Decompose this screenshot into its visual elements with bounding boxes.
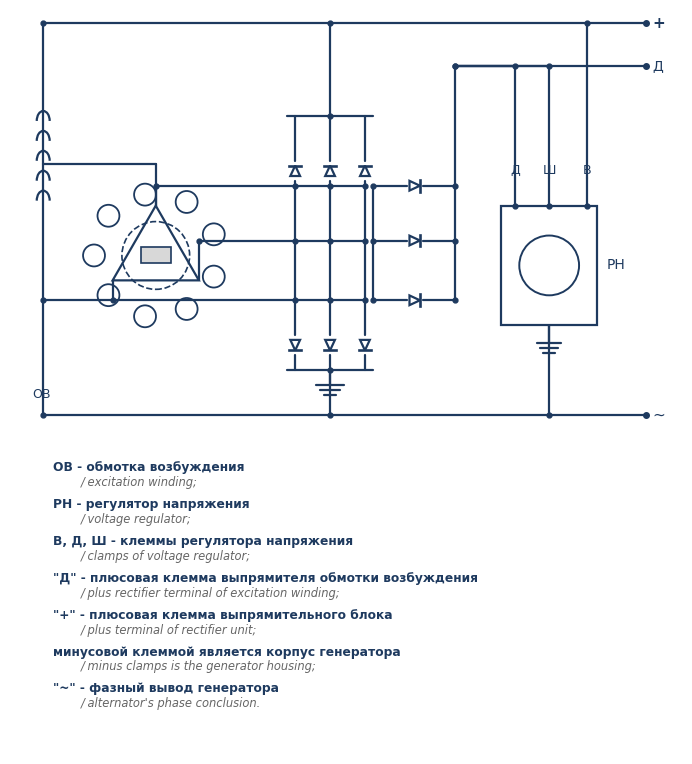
Text: / minus clamps is the generator housing;: / minus clamps is the generator housing; — [81, 660, 317, 673]
Text: ОВ - обмотка возбуждения: ОВ - обмотка возбуждения — [53, 461, 245, 474]
Text: минусовой клеммой является корпус генератора: минусовой клеммой является корпус генера… — [53, 646, 401, 659]
Text: Д: Д — [653, 59, 664, 73]
Text: / voltage regulator;: / voltage regulator; — [81, 513, 192, 526]
Text: РН: РН — [607, 258, 626, 273]
Text: "~" - фазный вывод генератора: "~" - фазный вывод генератора — [53, 682, 279, 695]
Text: / alternator's phase conclusion.: / alternator's phase conclusion. — [81, 698, 262, 711]
Text: / clamps of voltage regulator;: / clamps of voltage regulator; — [81, 550, 251, 563]
Text: ~: ~ — [653, 407, 666, 422]
Text: В, Д, Ш - клеммы регулятора напряжения: В, Д, Ш - клеммы регулятора напряжения — [53, 535, 354, 548]
Text: / plus terminal of rectifier unit;: / plus terminal of rectifier unit; — [81, 623, 257, 636]
Text: +: + — [653, 16, 666, 31]
Bar — [502, 206, 597, 325]
Text: "Д" - плюсовая клемма выпрямителя обмотки возбуждения: "Д" - плюсовая клемма выпрямителя обмотк… — [53, 571, 478, 584]
Text: В: В — [583, 163, 592, 176]
Text: / plus rectifier terminal of excitation winding;: / plus rectifier terminal of excitation … — [81, 587, 340, 600]
Text: Д: Д — [511, 163, 520, 176]
Text: ОВ: ОВ — [32, 388, 51, 401]
Text: Ш: Ш — [543, 163, 556, 176]
Text: "+" - плюсовая клемма выпрямительного блока: "+" - плюсовая клемма выпрямительного бл… — [53, 609, 393, 622]
Bar — [141, 248, 171, 264]
Text: / excitation winding;: / excitation winding; — [81, 476, 198, 489]
Text: РН - регулятор напряжения: РН - регулятор напряжения — [53, 498, 250, 511]
